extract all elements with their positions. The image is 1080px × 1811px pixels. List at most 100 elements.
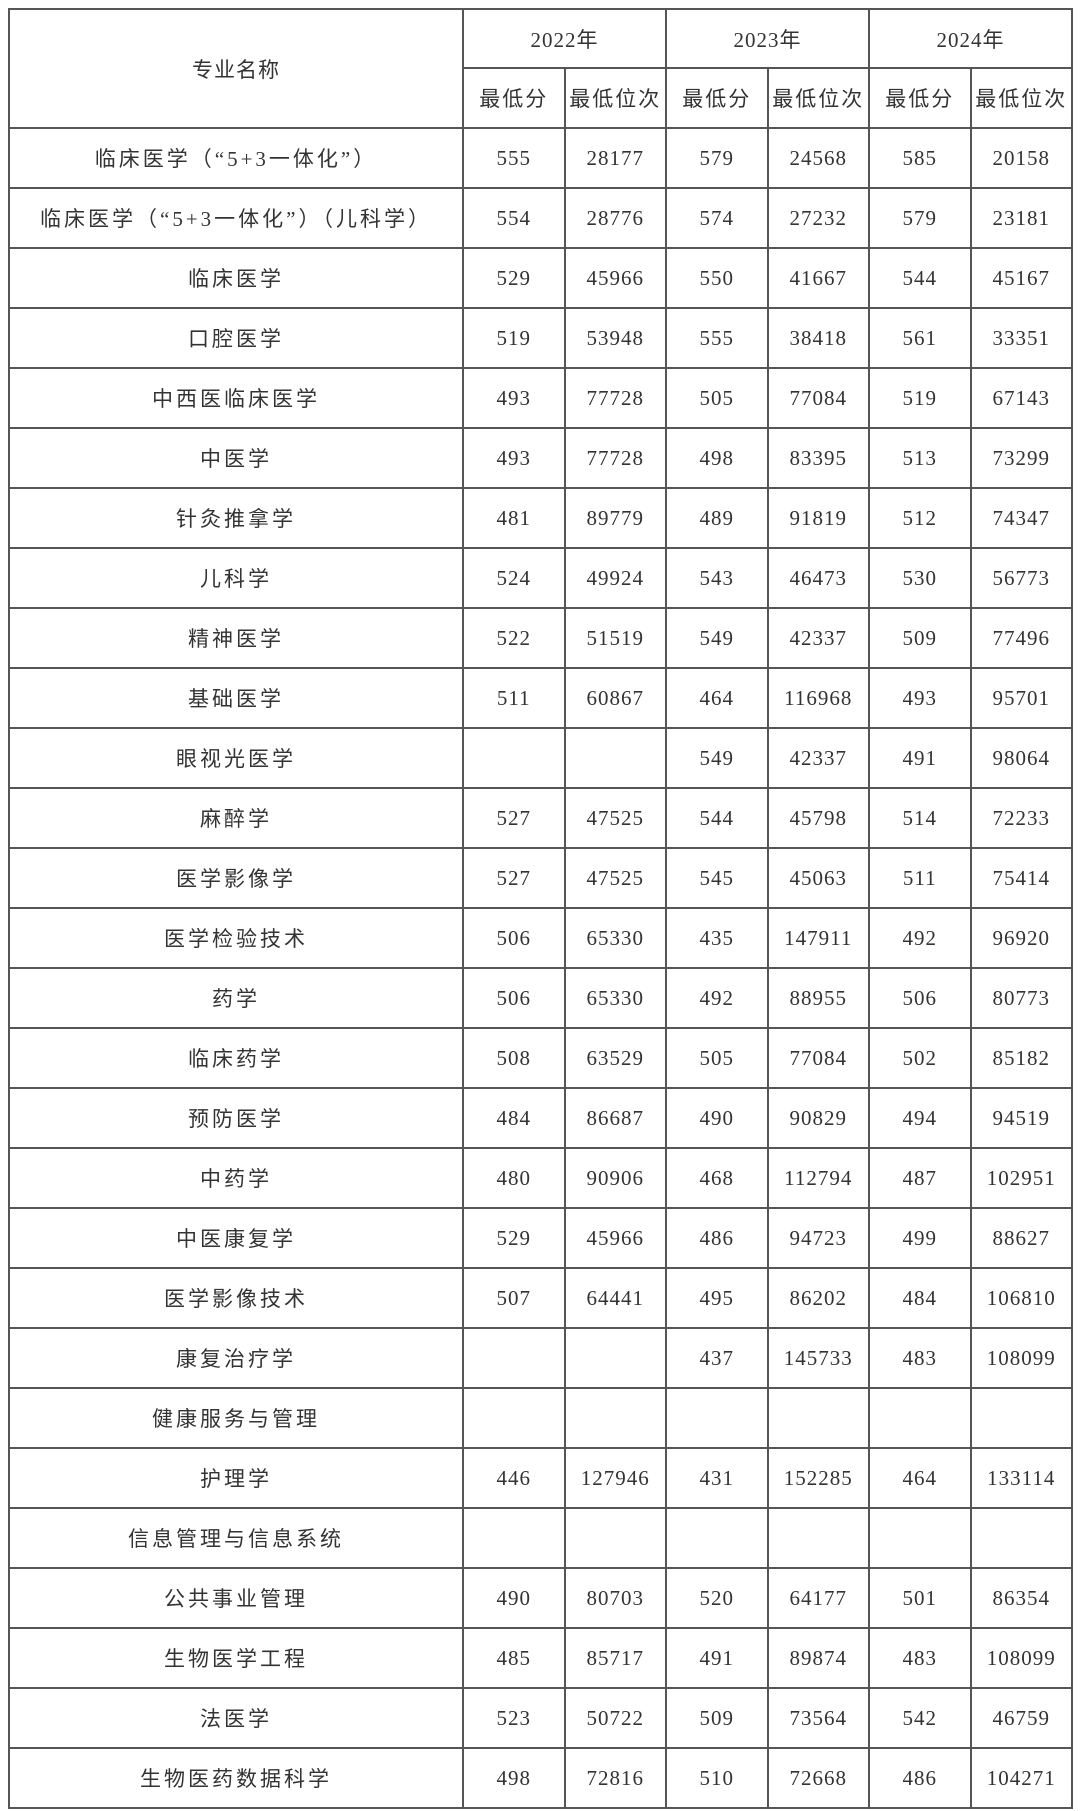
min-score-2022-cell: 511 <box>462 667 566 729</box>
min-score-2022-cell: 508 <box>462 1027 566 1089</box>
table-row: 医学影像技术 507 64441 495 86202 484 106810 <box>8 1267 1073 1329</box>
min-rank-2022-cell: 49924 <box>563 547 667 609</box>
major-name-cell: 麻醉学 <box>8 787 464 849</box>
min-rank-2022-cell: 90906 <box>563 1147 667 1209</box>
min-rank-2024-cell: 85182 <box>969 1027 1073 1089</box>
min-score-2024-cell: 483 <box>868 1327 972 1389</box>
major-name-cell: 生物医学工程 <box>8 1627 464 1689</box>
min-score-2022-cell <box>462 1507 566 1569</box>
min-score-2024-cell: 499 <box>868 1207 972 1269</box>
table-row: 眼视光医学 549 42337 491 98064 <box>8 727 1073 789</box>
min-rank-2022-cell <box>563 727 667 789</box>
min-rank-2023-cell: 94723 <box>766 1207 870 1269</box>
major-name-cell: 精神医学 <box>8 607 464 669</box>
min-rank-2022-cell <box>563 1507 667 1569</box>
min-score-2023-cell: 431 <box>665 1447 769 1509</box>
major-name-cell: 中医学 <box>8 427 464 489</box>
min-rank-2024-cell: 133114 <box>969 1447 1073 1509</box>
table-row: 临床医学（“5+3一体化”）（儿科学） 554 28776 574 27232 579 23… <box>8 187 1073 249</box>
min-rank-2024-cell: 94519 <box>969 1087 1073 1149</box>
min-score-2024-cell: 502 <box>868 1027 972 1089</box>
min-score-2022-cell: 498 <box>462 1747 566 1809</box>
major-name-cell: 预防医学 <box>8 1087 464 1149</box>
major-name-cell: 公共事业管理 <box>8 1567 464 1629</box>
major-name-cell: 生物医药数据科学 <box>8 1747 464 1809</box>
table-row: 临床医学 529 45966 550 41667 544 45167 <box>8 247 1073 309</box>
min-score-2024-cell: 486 <box>868 1747 972 1809</box>
min-rank-2022-cell: 89779 <box>563 487 667 549</box>
major-name-cell: 眼视光医学 <box>8 727 464 789</box>
min-rank-2024-cell: 95701 <box>969 667 1073 729</box>
min-rank-2024-cell: 106810 <box>969 1267 1073 1329</box>
min-rank-2024-cell: 56773 <box>969 547 1073 609</box>
min-score-2024-cell: 513 <box>868 427 972 489</box>
min-score-2023-cell: 505 <box>665 367 769 429</box>
min-rank-2022-cell: 45966 <box>563 1207 667 1269</box>
min-score-2022-cell: 506 <box>462 967 566 1029</box>
min-score-2022-cell: 485 <box>462 1627 566 1689</box>
min-rank-2022-cell: 72816 <box>563 1747 667 1809</box>
major-name-cell: 法医学 <box>8 1687 464 1749</box>
min-rank-2023-cell: 41667 <box>766 247 870 309</box>
min-rank-2024-cell: 33351 <box>969 307 1073 369</box>
min-score-2024-cell: 542 <box>868 1687 972 1749</box>
min-score-2024-cell: 484 <box>868 1267 972 1329</box>
min-rank-2024-cell: 74347 <box>969 487 1073 549</box>
min-rank-2023-cell: 77084 <box>766 1027 870 1089</box>
min-rank-2024-cell: 75414 <box>969 847 1073 909</box>
min-rank-2024-cell: 98064 <box>969 727 1073 789</box>
major-name-cell: 基础医学 <box>8 667 464 729</box>
min-rank-2022-cell: 28177 <box>563 127 667 189</box>
table-row: 康复治疗学 437 145733 483 108099 <box>8 1327 1073 1389</box>
major-name-cell: 临床医学（“5+3一体化”）（儿科学） <box>8 187 464 249</box>
min-score-header: 最低分 <box>665 67 769 129</box>
table-row: 临床药学 508 63529 505 77084 502 85182 <box>8 1027 1073 1089</box>
min-score-2022-cell <box>462 1387 566 1449</box>
min-rank-2024-cell: 73299 <box>969 427 1073 489</box>
min-rank-2023-cell <box>766 1387 870 1449</box>
min-rank-2022-cell: 28776 <box>563 187 667 249</box>
min-score-2024-cell: 501 <box>868 1567 972 1629</box>
min-rank-2022-cell: 45966 <box>563 247 667 309</box>
min-rank-2024-cell: 96920 <box>969 907 1073 969</box>
min-rank-header: 最低位次 <box>969 67 1073 129</box>
min-rank-2024-cell: 86354 <box>969 1567 1073 1629</box>
min-rank-2023-cell: 42337 <box>766 607 870 669</box>
min-score-2022-cell: 555 <box>462 127 566 189</box>
min-rank-2024-cell: 88627 <box>969 1207 1073 1269</box>
min-score-2022-cell: 493 <box>462 367 566 429</box>
min-rank-2024-cell: 67143 <box>969 367 1073 429</box>
min-score-2023-cell: 510 <box>665 1747 769 1809</box>
min-score-2024-cell: 509 <box>868 607 972 669</box>
min-score-2022-cell: 529 <box>462 247 566 309</box>
min-rank-2023-cell: 46473 <box>766 547 870 609</box>
min-rank-2023-cell: 88955 <box>766 967 870 1029</box>
min-score-2023-cell: 544 <box>665 787 769 849</box>
min-rank-2022-cell: 86687 <box>563 1087 667 1149</box>
min-rank-2022-cell: 77728 <box>563 427 667 489</box>
table-row: 公共事业管理 490 80703 520 64177 501 86354 <box>8 1567 1073 1629</box>
min-score-2024-cell: 530 <box>868 547 972 609</box>
min-rank-2023-cell: 152285 <box>766 1447 870 1509</box>
min-score-2023-cell: 464 <box>665 667 769 729</box>
min-rank-2023-cell: 77084 <box>766 367 870 429</box>
min-rank-2024-cell: 108099 <box>969 1327 1073 1389</box>
min-rank-header: 最低位次 <box>563 67 667 129</box>
min-rank-2022-cell: 47525 <box>563 787 667 849</box>
min-score-2024-cell: 579 <box>868 187 972 249</box>
min-rank-2024-cell: 102951 <box>969 1147 1073 1209</box>
year-header-2024: 2024年 <box>868 8 1073 69</box>
min-rank-2024-cell: 46759 <box>969 1687 1073 1749</box>
min-rank-2023-cell: 64177 <box>766 1567 870 1629</box>
table-row: 生物医学工程 485 85717 491 89874 483 108099 <box>8 1627 1073 1689</box>
min-score-2022-cell: 522 <box>462 607 566 669</box>
table-row: 针灸推拿学 481 89779 489 91819 512 74347 <box>8 487 1073 549</box>
min-score-2022-cell: 519 <box>462 307 566 369</box>
table-row: 医学检验技术 506 65330 435 147911 492 96920 <box>8 907 1073 969</box>
min-rank-2023-cell: 45798 <box>766 787 870 849</box>
min-rank-2022-cell: 51519 <box>563 607 667 669</box>
min-score-2024-cell: 514 <box>868 787 972 849</box>
table-row: 精神医学 522 51519 549 42337 509 77496 <box>8 607 1073 669</box>
min-rank-2022-cell <box>563 1387 667 1449</box>
min-rank-2022-cell: 60867 <box>563 667 667 729</box>
